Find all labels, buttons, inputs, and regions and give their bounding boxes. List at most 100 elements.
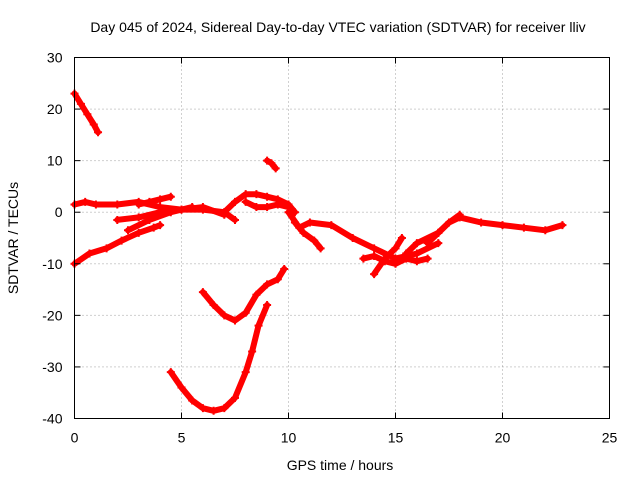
data-point — [252, 190, 261, 199]
data-point — [209, 301, 218, 310]
data-point — [188, 396, 197, 405]
data-point — [434, 228, 443, 237]
data-point — [423, 239, 432, 248]
data-point — [220, 404, 229, 413]
series-track-5 — [71, 222, 164, 267]
data-point — [231, 197, 239, 206]
y-tick-label: 10 — [47, 153, 63, 169]
y-tick-label: -10 — [42, 256, 62, 272]
data-point — [263, 301, 272, 310]
data-point — [380, 254, 389, 263]
data-point — [519, 223, 528, 232]
data-point — [445, 218, 453, 227]
data-point — [89, 120, 98, 129]
data-point — [412, 249, 421, 258]
data-point — [370, 252, 379, 261]
data-point — [198, 288, 207, 297]
data-point — [83, 110, 92, 119]
data-point — [220, 311, 229, 320]
data-point — [391, 259, 400, 268]
data-point — [263, 192, 272, 201]
data-point — [263, 280, 272, 289]
x-tick-label: 20 — [495, 430, 511, 446]
data-point — [113, 200, 122, 209]
data-point — [397, 234, 406, 242]
data-point — [102, 244, 111, 253]
data-point — [85, 249, 94, 258]
data-point — [156, 221, 165, 230]
data-point — [188, 203, 197, 212]
data-point — [434, 239, 443, 248]
grid-layer — [74, 57, 610, 419]
series-track-4 — [135, 193, 174, 208]
data-point — [177, 383, 186, 392]
data-point — [231, 393, 239, 402]
x-tick-label: 5 — [178, 430, 186, 446]
data-point — [134, 213, 143, 222]
data-point — [273, 200, 282, 209]
data-point — [252, 203, 261, 212]
data-point — [81, 197, 90, 206]
data-point — [316, 244, 325, 253]
y-tick-label: -20 — [42, 307, 62, 323]
x-tick-label: 25 — [602, 430, 618, 446]
data-point — [327, 221, 336, 230]
data-point — [113, 215, 122, 224]
data-point — [231, 215, 239, 224]
data-point — [412, 257, 421, 266]
data-point — [231, 316, 239, 325]
data-point — [198, 404, 207, 413]
data-point — [290, 218, 299, 227]
data-point — [402, 249, 411, 258]
data-point — [241, 190, 250, 199]
data-point — [370, 244, 379, 253]
y-tick-label: -30 — [42, 359, 62, 375]
y-tick-label: 30 — [47, 50, 63, 66]
data-point — [423, 254, 432, 263]
y-tick-label: -40 — [42, 411, 62, 427]
data-point — [348, 234, 357, 242]
data-point — [305, 218, 314, 227]
data-point — [254, 321, 263, 330]
data-point — [241, 197, 250, 206]
data-point — [134, 200, 143, 209]
x-tick-label: 0 — [71, 430, 79, 446]
data-point — [241, 368, 250, 377]
data-point — [391, 244, 400, 253]
data-point — [145, 215, 154, 224]
series-track-6 — [125, 204, 196, 234]
data-point — [241, 308, 250, 317]
data-point — [76, 99, 85, 108]
series-track-11 — [291, 219, 324, 252]
x-tick-label: 15 — [388, 430, 404, 446]
data-point — [94, 128, 103, 137]
x-axis-label: GPS time / hours — [287, 457, 394, 473]
data-point — [252, 290, 261, 299]
data-point — [299, 228, 308, 237]
series-track-14 — [403, 214, 566, 257]
data-point — [541, 226, 550, 235]
x-tick-label: 10 — [281, 430, 297, 446]
data-point — [370, 270, 379, 279]
data-point — [267, 159, 276, 168]
data-point — [198, 203, 207, 212]
data-point — [310, 236, 319, 245]
series-track-13 — [371, 235, 405, 278]
data-point — [263, 156, 272, 165]
chart-title: Day 045 of 2024, Sidereal Day-to-day VTE… — [90, 19, 585, 35]
data-point — [156, 195, 165, 204]
data-point — [359, 254, 368, 263]
series-track-17 — [167, 302, 271, 414]
data-point — [134, 228, 143, 237]
data-point — [149, 223, 158, 232]
y-axis-label: SDTVAR / TECUs — [5, 182, 21, 294]
data-point — [248, 347, 257, 356]
data-point — [271, 164, 280, 173]
series-layer — [70, 89, 567, 415]
data-point — [280, 264, 289, 273]
data-point — [91, 200, 100, 209]
plot-frame — [74, 57, 610, 419]
data-point — [558, 221, 567, 230]
